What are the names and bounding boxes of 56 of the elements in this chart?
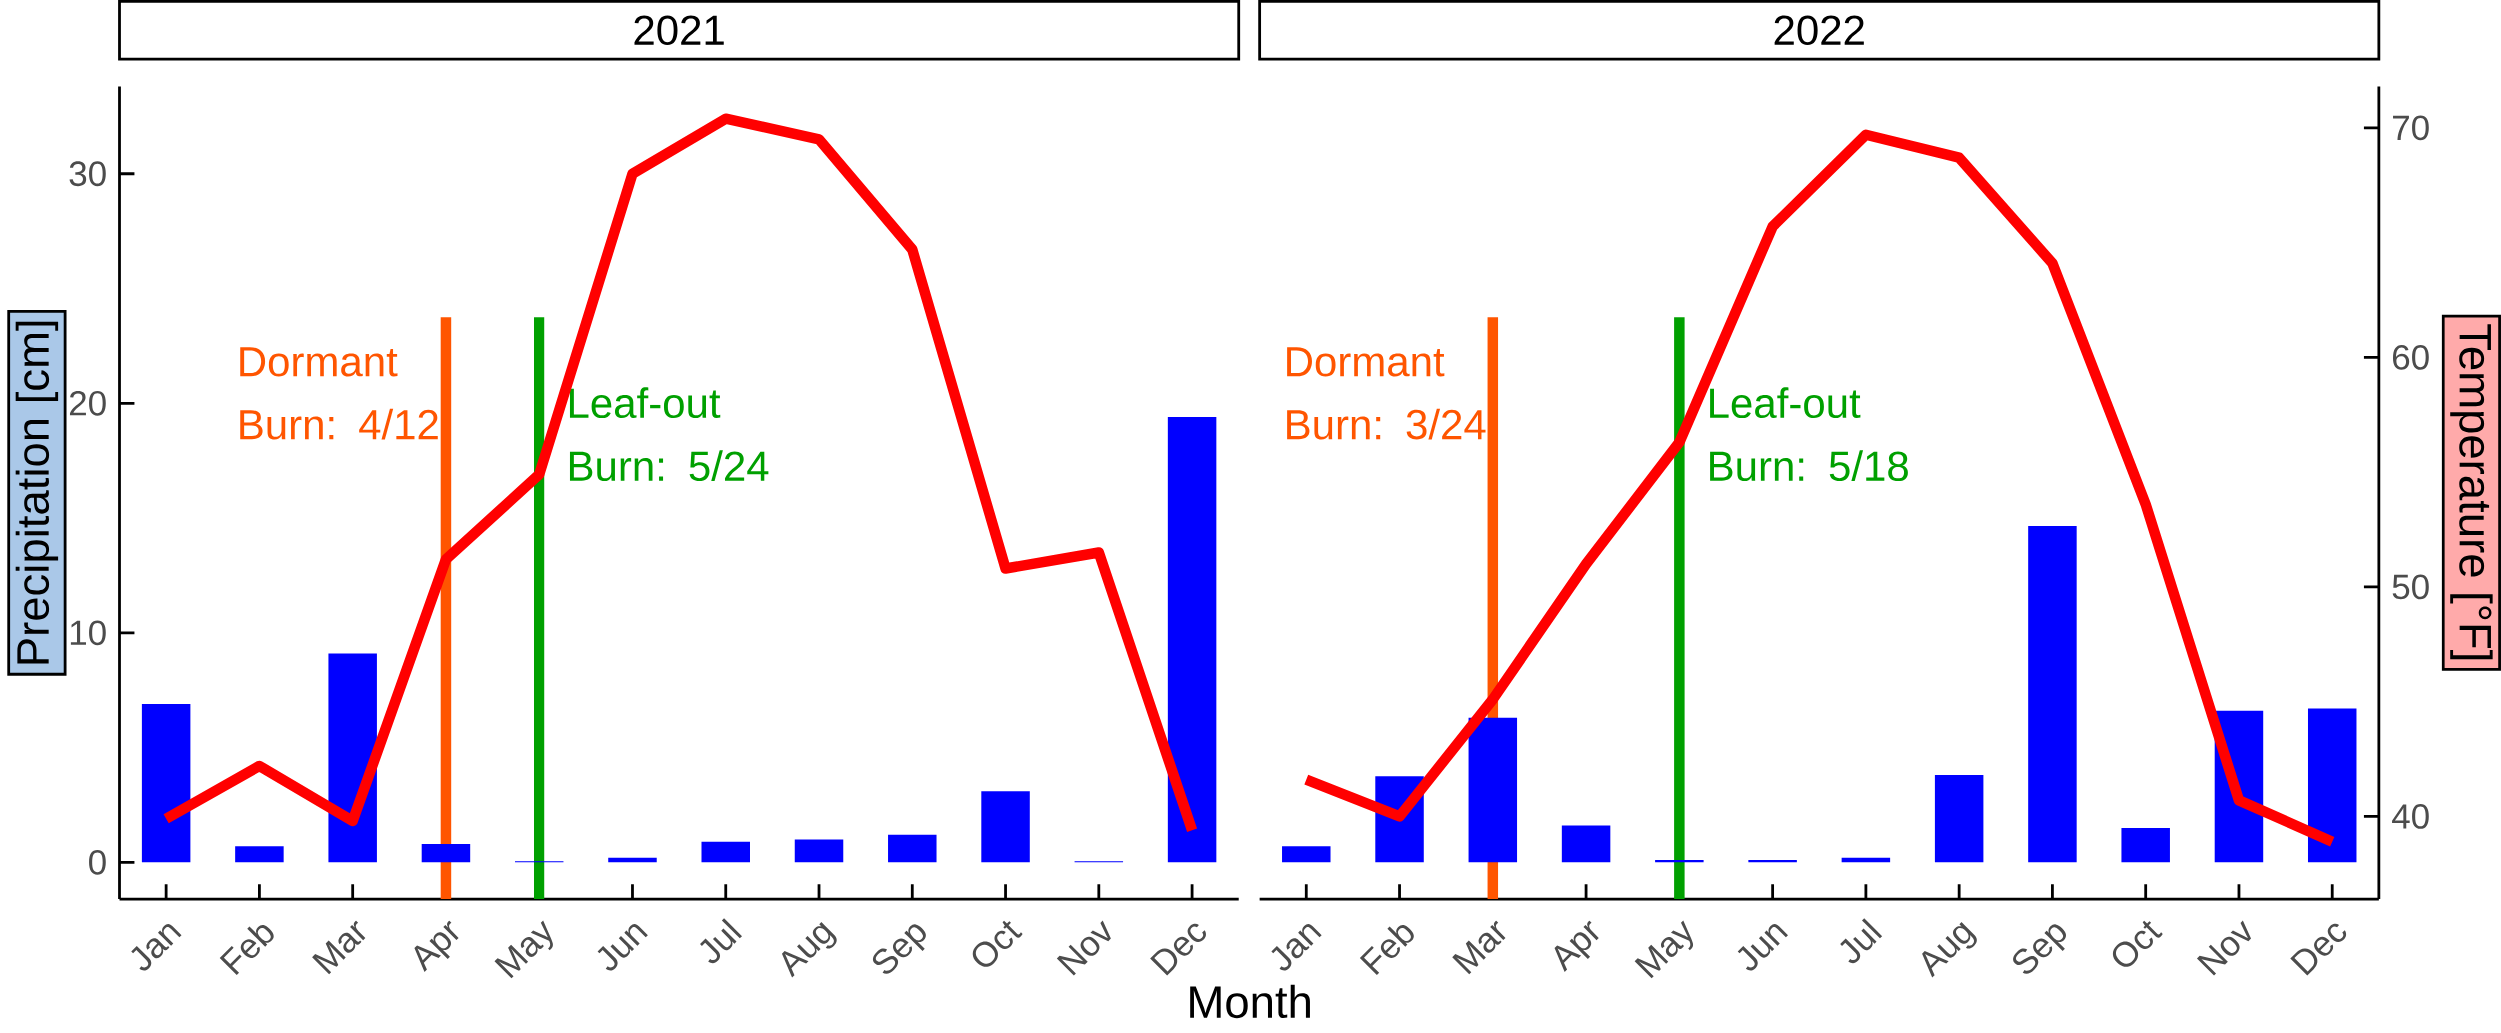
x-tick-label: Oct [2112, 920, 2163, 968]
y2-tick-label: 40 [2392, 804, 2429, 830]
bar [141, 704, 191, 863]
bar [1167, 417, 1217, 863]
y2-tick-label: 60 [2392, 345, 2429, 370]
chart-title: 2022 [1774, 15, 1864, 46]
y2-tick-label: 70 [2393, 115, 2429, 141]
ref-line-label: Leaf-out Burn: 5/24 [569, 387, 769, 482]
y2-axis-title: Temperature [°F] [2450, 324, 2493, 660]
y-tick-label: 30 [69, 161, 106, 187]
x-tick-label: Dec [1150, 923, 1206, 976]
x-tick-label: Jul [700, 918, 743, 964]
bar [1561, 825, 1611, 863]
x-tick-label: Sep [872, 924, 926, 975]
bar [2121, 828, 2170, 863]
bar [235, 846, 284, 863]
x-tick-label: Jul [1840, 918, 1883, 964]
bar [1468, 717, 1518, 863]
x-tick-label: Oct [972, 920, 1023, 968]
y-tick-label: 0 [89, 850, 106, 875]
x-tick-label: Feb [1359, 925, 1414, 976]
x-tick-label: Mar [1452, 921, 1506, 975]
y-axis-title: Precipitation [cm] [15, 321, 59, 664]
x-tick-label: Aug [781, 922, 837, 978]
x-tick-label: Jan [131, 924, 182, 971]
bar [421, 844, 471, 863]
x-tick-label: Dec [2290, 923, 2347, 976]
x-tick-label: Nov [2196, 920, 2252, 976]
bar [794, 839, 844, 863]
x-tick-label: Feb [219, 925, 274, 976]
x-tick-label: May [494, 920, 553, 979]
x-tick-label: Sep [2013, 924, 2067, 975]
x-axis-title: Month [1190, 984, 1310, 1019]
bar [888, 835, 937, 863]
y-tick-label: 20 [69, 391, 106, 416]
x-tick-label: Jan [1271, 924, 1322, 971]
ref-line-label: Dormant Burn: 4/12 [240, 347, 438, 440]
y2-tick-label: 50 [2392, 574, 2429, 600]
x-tick-label: Jun [597, 924, 648, 971]
ref-line-label: Leaf-out Burn: 5/18 [1710, 387, 1908, 482]
y-tick-label: 10 [70, 620, 106, 646]
chart-title: 2021 [634, 15, 724, 46]
bar [2028, 526, 2077, 863]
x-tick-label: Nov [1056, 920, 1111, 976]
x-tick-label: Jun [1737, 924, 1788, 971]
x-tick-label: May [1634, 920, 1694, 979]
bar [2307, 708, 2357, 863]
bar [981, 791, 1030, 863]
ref-line-label: Dormant Burn: 3/24 [1287, 347, 1486, 440]
x-tick-label: Apr [1554, 921, 1599, 973]
bar [1282, 846, 1331, 863]
bar [701, 841, 750, 863]
x-tick-label: Apr [414, 921, 459, 973]
x-tick-label: Aug [1922, 922, 1977, 978]
x-tick-label: Mar [312, 921, 366, 975]
bar [1934, 775, 1984, 863]
